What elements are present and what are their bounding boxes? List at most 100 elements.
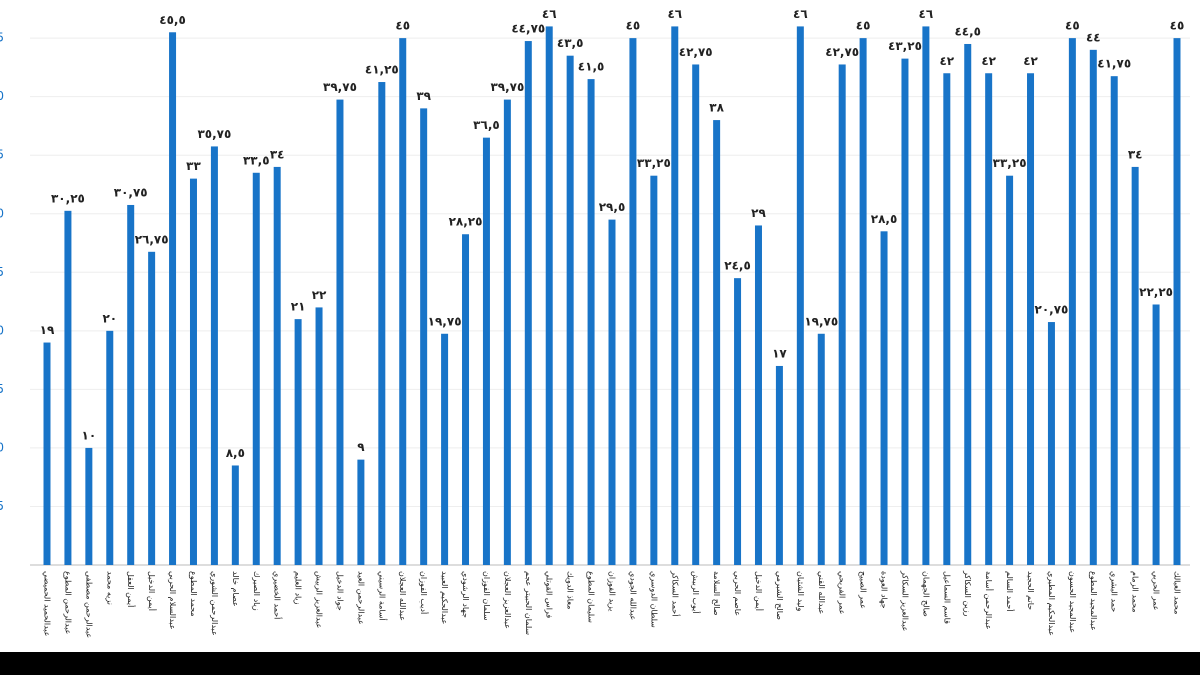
value-label: ٤٥: [395, 19, 410, 33]
value-label: ٩: [357, 440, 365, 454]
y-tick-label: 5: [0, 499, 4, 513]
value-label: ١٧: [772, 346, 787, 360]
x-tick-label: يزيد الفوزان: [608, 571, 617, 611]
x-tick-label: زياد العليم: [294, 571, 303, 605]
y-tick-label: 30: [0, 206, 4, 220]
bar: [252, 172, 260, 566]
value-label: ٣٩,٧٥: [323, 80, 357, 94]
value-label: ٤٦: [542, 7, 557, 21]
bottom-band: [0, 652, 1200, 675]
x-tick-label: صالح السلامة: [712, 571, 721, 616]
bar: [85, 447, 93, 565]
x-tick-label: عبدالحكيم المطيري: [1047, 571, 1056, 636]
y-tick-label: 20: [0, 323, 4, 337]
bar: [231, 465, 239, 565]
value-label: ٢٠: [102, 311, 117, 325]
x-tick-label: أسامة الرسيني: [377, 571, 387, 621]
x-tick-label: أحمد السالم: [1005, 571, 1015, 612]
bar: [545, 26, 553, 565]
x-tick-label: عبدالعزيز العجلان: [503, 571, 512, 629]
bar: [587, 79, 595, 566]
value-label: ٢١: [291, 300, 306, 314]
bar: [985, 73, 993, 565]
bar: [148, 251, 156, 566]
bar: [566, 55, 574, 565]
bar: [420, 108, 428, 565]
bar: [336, 99, 344, 565]
value-label: ٢٤,٥: [724, 259, 751, 273]
x-tick-label: عبدالسلام الحربي: [168, 571, 177, 630]
x-tick-label: سلطان الدوسري: [649, 571, 658, 628]
value-label: ٤٤: [1086, 30, 1101, 44]
bar: [524, 41, 532, 566]
x-tick-label: أيمن الدخيل: [147, 571, 157, 611]
value-label: ٣٩: [416, 89, 431, 103]
bar: [901, 58, 909, 565]
x-tick-label: محمد المطوع: [189, 571, 198, 617]
x-tick-label: عمر الفريحي: [838, 571, 847, 615]
value-label: ١٠: [82, 428, 97, 442]
x-tick-label: عبدالرحمن أسامة: [984, 571, 994, 630]
bar: [503, 99, 511, 565]
bar: [399, 38, 407, 565]
value-label: ٤١,٧٥: [1097, 57, 1131, 71]
value-label: ٤٤,٧٥: [511, 22, 545, 36]
x-tick-label: سلمان الحبيتر عجم: [524, 571, 533, 635]
x-tick-label: عبدالله الجودي: [628, 571, 637, 620]
value-label: ٨,٥: [226, 446, 245, 460]
bar: [315, 307, 323, 565]
x-tick-label: صالح الجهمان: [921, 571, 930, 617]
x-tick-label: جهاد العودة: [880, 571, 889, 609]
x-tick-label: أيمن العقل: [126, 571, 136, 607]
x-tick-label: حاتم الحجيد: [1026, 571, 1035, 610]
bar: [943, 73, 951, 565]
bar: [462, 234, 470, 566]
x-tick-label: أديب الفوزان: [419, 571, 429, 614]
x-tick-label: زياد الصيرك: [252, 571, 261, 611]
x-tick-label: جهاد الرشودي: [461, 571, 470, 618]
value-label: ٣٠,٧٥: [114, 185, 148, 199]
bar: [859, 38, 867, 565]
value-label: ٣٦,٥: [473, 118, 500, 132]
value-label: ٤٥: [626, 19, 641, 33]
bar: [43, 342, 51, 565]
value-label: ٤٢: [1023, 54, 1038, 68]
y-tick-label: 45: [0, 31, 4, 45]
value-label: ٢٩: [751, 206, 766, 220]
bar: [378, 82, 386, 565]
x-tick-label: عمر الصبيح: [859, 571, 868, 609]
x-tick-label: أيوب الربيش: [691, 571, 701, 614]
bar: [127, 204, 135, 565]
x-tick-label: عبدالرحمن العيد: [356, 571, 365, 625]
bar: [1006, 175, 1014, 565]
bar: [1173, 38, 1181, 565]
x-tick-label: سليمان المطوع: [587, 571, 596, 623]
x-tick-label: عبدالحميد الحميضي: [43, 571, 52, 636]
bar: [650, 175, 658, 565]
x-tick-label: عبدالمجيد المطوع: [1089, 571, 1098, 631]
value-label: ٤٢,٧٥: [825, 45, 859, 59]
bar: [189, 178, 197, 565]
x-tick-label: رزين السكاكر: [963, 570, 972, 617]
x-tick-label: عبدالمجيد الحسون: [1068, 571, 1077, 633]
value-label: ٢٨,٢٥: [449, 215, 483, 229]
value-label: ٣٨: [709, 101, 724, 115]
bar: [64, 210, 72, 565]
value-label: ٢٩,٥: [599, 200, 626, 214]
value-label: ١٩,٧٥: [804, 314, 838, 328]
value-label: ٤١,٢٥: [365, 63, 399, 77]
value-label: ٤٢,٧٥: [679, 45, 713, 59]
x-tick-label: وليد الشثيان: [796, 571, 805, 612]
x-tick-label: محمد العبالك: [1173, 571, 1182, 614]
x-tick-label: عبدالرحمن مصطفى: [84, 571, 93, 638]
bar: [671, 26, 679, 565]
x-tick-label: عبدالعزيز السكاكر: [900, 570, 909, 631]
x-tick-label: نزيه محمد: [105, 571, 114, 605]
bar: [357, 459, 365, 565]
value-label: ٤٢: [939, 54, 954, 68]
value-label: ٣٣: [186, 159, 201, 173]
value-label: ٤٣,٥: [557, 36, 584, 50]
bar: [1152, 304, 1160, 565]
bar: [629, 38, 637, 565]
x-tick-label: جواد الدخيل: [335, 571, 344, 611]
